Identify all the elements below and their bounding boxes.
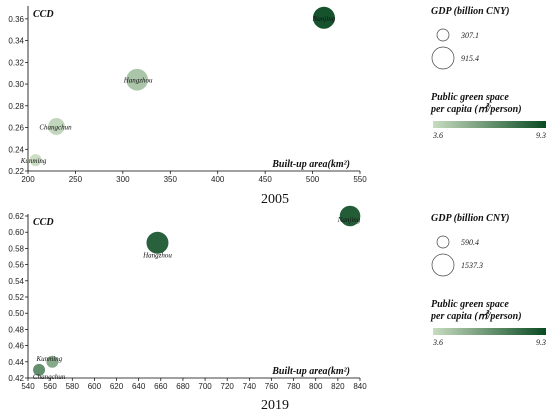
y-tick-label: 0.60 [8, 228, 24, 237]
legend-size-large-circle [431, 253, 455, 277]
legend-size-small-circle [436, 28, 450, 42]
x-tick-label: 200 [21, 175, 35, 184]
year-caption: 2005 [261, 192, 289, 207]
point-label-kunming: Kunming [36, 355, 63, 363]
legend-color-min-label: 3.6 [432, 338, 443, 347]
x-tick-label: 300 [116, 175, 130, 184]
y-tick-label: 0.36 [8, 15, 24, 24]
x-tick-label: 720 [221, 382, 235, 391]
y-tick-label: 0.42 [8, 374, 24, 383]
x-tick-label: 550 [353, 175, 367, 184]
y-tick-label: 0.34 [8, 37, 24, 46]
data-point-nanjing [312, 6, 335, 29]
y-tick-label: 0.44 [8, 358, 24, 367]
y-tick-label: 0.26 [8, 124, 24, 133]
data-point-kunming [46, 355, 59, 368]
y-tick-label: 0.30 [8, 80, 24, 89]
x-tick-label: 400 [211, 175, 225, 184]
data-point-kunming [29, 154, 42, 167]
y-tick-label: 0.58 [8, 244, 24, 253]
x-tick-label: 540 [21, 382, 35, 391]
chart-panel-2005: 200 250 300 350 400 450 500 550 0.22 0.24 0.26 0.28… [8, 6, 546, 207]
x-tick-label: 250 [69, 175, 83, 184]
y-tick-label: 0.56 [8, 261, 24, 270]
y-tick-label: 0.22 [8, 167, 24, 176]
y-axis-title: CCD [33, 9, 54, 20]
point-label-changchun: Changchun [39, 123, 72, 131]
y-tick-label: 0.46 [8, 342, 24, 351]
point-label-nanjing: Nanjing [312, 15, 336, 23]
x-axis-title: Built-up area(km²) [271, 159, 350, 170]
legend-color-title-line1: Public green space [431, 92, 509, 103]
x-tick-label: 820 [331, 382, 345, 391]
x-tick-label: 680 [176, 382, 190, 391]
legend-size-small-circle [436, 235, 450, 249]
x-tick-label: 780 [287, 382, 301, 391]
legend-size-large-label: 1537.3 [461, 261, 483, 270]
x-tick-label: 700 [198, 382, 212, 391]
y-tick-label: 0.32 [8, 58, 24, 67]
x-tick-label: 350 [164, 175, 178, 184]
point-label-nanjing: Nanjing [337, 216, 361, 224]
data-point-hangzhou [146, 231, 169, 254]
year-caption: 2019 [261, 398, 289, 413]
x-tick-label: 740 [243, 382, 257, 391]
legend-color-bar [433, 121, 546, 128]
legend-color-max-label: 9.3 [536, 131, 546, 140]
legend-size-large-label: 915.4 [461, 54, 479, 63]
x-tick-label: 840 [353, 382, 367, 391]
y-tick-label: 0.50 [8, 309, 24, 318]
legend-size-small-label: 590.4 [461, 238, 479, 247]
chart-panel-2019: 540 560 580 600 620 640 660 680 700 720 740 760 780 8… [8, 205, 546, 413]
y-tick-label: 0.54 [8, 277, 24, 286]
legend-size-small-label: 307.1 [460, 31, 479, 40]
y-tick-label: 0.24 [8, 145, 24, 154]
x-tick-label: 500 [306, 175, 320, 184]
legend-color-max-label: 9.3 [536, 338, 546, 347]
legend-size-large-circle [431, 46, 455, 70]
x-tick-label: 760 [265, 382, 279, 391]
point-label-changchun: Changchun [33, 373, 66, 381]
x-tick-label: 660 [154, 382, 168, 391]
legend-size-title: GDP (billion CNY) [431, 213, 510, 224]
data-point-changchun [48, 118, 65, 135]
legend-color-title-line1: Public green space [431, 299, 509, 310]
point-label-kunming: Kunming [20, 157, 47, 165]
y-tick-label: 0.48 [8, 325, 24, 334]
x-tick-label: 640 [132, 382, 146, 391]
y-tick-label: 0.52 [8, 293, 24, 302]
x-tick-label: 580 [66, 382, 80, 391]
x-tick-label: 800 [309, 382, 323, 391]
x-tick-label: 560 [43, 382, 57, 391]
data-point-hangzhou [126, 68, 148, 91]
legend-size-title: GDP (billion CNY) [431, 6, 510, 17]
data-point-changchun [33, 363, 46, 376]
data-point-nanjing [339, 205, 361, 227]
y-axis-title: CCD [33, 217, 54, 228]
x-axis-title: Built-up area(km²) [271, 366, 350, 377]
y-tick-label: 0.28 [8, 102, 24, 111]
legend-color-title-line2: per capita (㎡/person) [430, 103, 522, 115]
y-tick-label: 0.62 [8, 212, 24, 221]
point-label-hangzhou: Hangzhou [142, 252, 172, 260]
point-label-hangzhou: Hangzhou [123, 77, 153, 85]
x-tick-label: 450 [258, 175, 272, 184]
legend-color-min-label: 3.6 [432, 131, 443, 140]
x-tick-label: 600 [88, 382, 102, 391]
legend-color-bar [433, 328, 546, 335]
x-tick-label: 620 [110, 382, 124, 391]
legend-color-title-line2: per capita (㎡/person) [430, 310, 522, 322]
